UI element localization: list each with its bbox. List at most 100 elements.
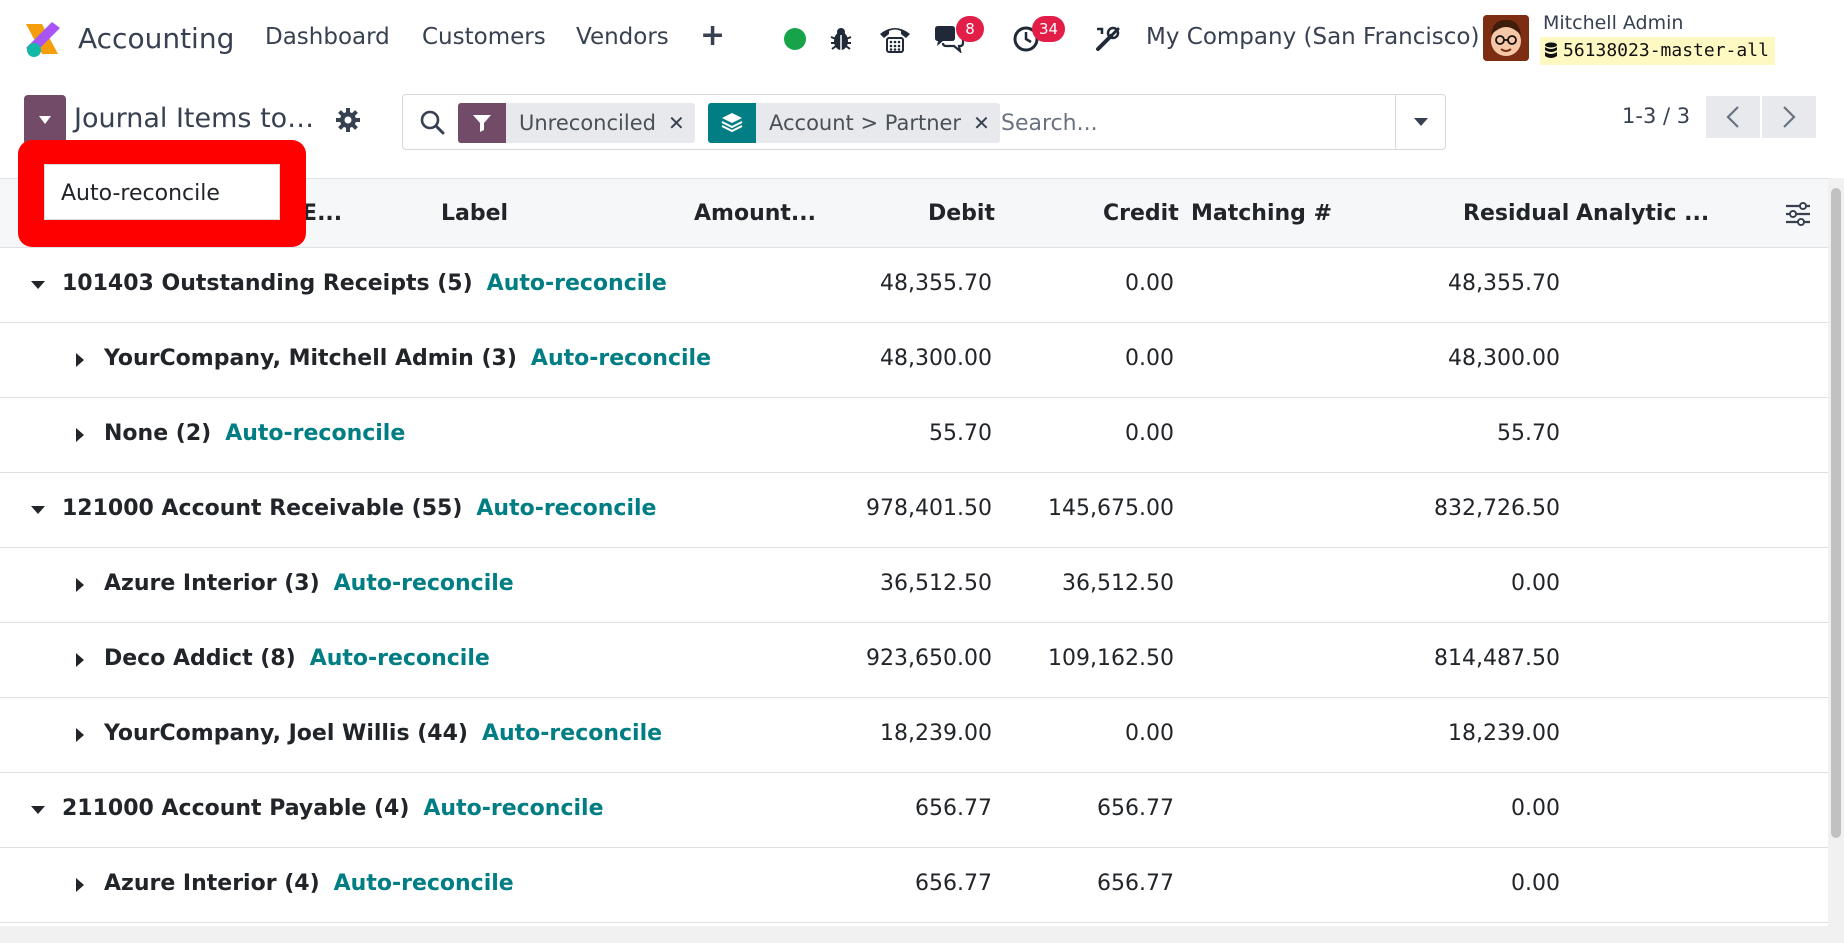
horizontal-scrollbar[interactable] — [0, 926, 1844, 943]
status-online-icon[interactable] — [780, 24, 810, 54]
caret-down-icon[interactable] — [30, 277, 46, 297]
group-row-partner[interactable]: Deco Addict (8) Auto-reconcile 923,650.00 1… — [0, 623, 1828, 698]
cell-credit: 0.00 — [1125, 271, 1174, 296]
group-label-wrap: Azure Interior (3) Auto-reconcile — [104, 571, 514, 596]
cell-debit: 978,401.50 — [866, 496, 992, 521]
search-icon[interactable] — [419, 109, 445, 139]
group-name: None (2) — [104, 421, 212, 446]
search-input[interactable] — [1001, 105, 1381, 141]
bug-icon[interactable] — [826, 24, 856, 54]
caret-right-icon[interactable] — [72, 352, 88, 372]
cell-debit: 48,355.70 — [880, 271, 992, 296]
menu-dashboard[interactable]: Dashboard — [265, 24, 390, 50]
chevron-left-icon — [1726, 106, 1739, 128]
search-options-toggle[interactable] — [1395, 95, 1445, 149]
filter-icon — [458, 103, 506, 143]
col-amount-currency[interactable]: Amount... — [694, 201, 816, 226]
group-row-partner[interactable]: YourCompany, Joel Willis (44) Auto-reconc… — [0, 698, 1828, 773]
pager-previous-button[interactable] — [1706, 96, 1760, 138]
facet-label: Account > Partner — [769, 111, 962, 135]
pager-next-button[interactable] — [1762, 96, 1816, 138]
group-label-wrap: YourCompany, Mitchell Admin (3) Auto-reco… — [104, 346, 711, 371]
cell-credit: 0.00 — [1125, 346, 1174, 371]
cell-credit: 0.00 — [1125, 421, 1174, 446]
auto-reconcile-button[interactable]: Auto-reconcile — [333, 871, 514, 896]
caret-right-icon[interactable] — [72, 652, 88, 672]
scrollbar-thumb[interactable] — [1831, 188, 1841, 838]
col-credit[interactable]: Credit — [1103, 201, 1179, 226]
facet-label: Unreconciled — [519, 111, 656, 135]
caret-right-icon[interactable] — [72, 427, 88, 447]
cell-residual: 0.00 — [1511, 871, 1560, 896]
group-name: Azure Interior (3) — [104, 571, 320, 596]
col-matching[interactable]: Matching # — [1191, 201, 1333, 226]
auto-reconcile-button[interactable]: Auto-reconcile — [481, 721, 663, 746]
menu-customers[interactable]: Customers — [422, 24, 546, 50]
accounting-app-icon[interactable] — [22, 20, 62, 58]
group-row-partner[interactable]: None (2) Auto-reconcile 55.70 0.00 55.70 — [0, 398, 1828, 473]
group-label-wrap: Deco Addict (8) Auto-reconcile — [104, 646, 490, 671]
company-switcher[interactable]: My Company (San Francisco) — [1146, 24, 1480, 50]
caret-down-icon[interactable] — [30, 502, 46, 522]
group-row-account[interactable]: 121000 Account Receivable (55) Auto-recon… — [0, 473, 1828, 548]
user-name[interactable]: Mitchell Admin — [1543, 12, 1684, 34]
auto-reconcile-menu-item[interactable]: Auto-reconcile — [61, 181, 220, 206]
group-label-wrap: None (2) Auto-reconcile — [104, 421, 405, 446]
cell-residual: 48,300.00 — [1448, 346, 1560, 371]
group-row-account[interactable]: 101403 Outstanding Receipts (5) Auto-reco… — [0, 248, 1828, 323]
group-row-partner[interactable]: Azure Interior (3) Auto-reconcile 36,512.5… — [0, 548, 1828, 623]
caret-right-icon[interactable] — [72, 877, 88, 897]
facet-unreconciled: Unreconciled ✕ — [458, 103, 695, 143]
group-row-account[interactable]: 211000 Account Payable (4) Auto-reconcile… — [0, 773, 1828, 848]
database-badge: 56138023-master-all — [1540, 37, 1775, 65]
phone-icon[interactable] — [877, 24, 913, 54]
col-debit[interactable]: Debit — [928, 201, 995, 226]
cell-residual: 814,487.50 — [1434, 646, 1560, 671]
gear-icon[interactable] — [336, 108, 360, 136]
caret-right-icon[interactable] — [72, 727, 88, 747]
close-icon[interactable]: ✕ — [667, 111, 685, 135]
auto-reconcile-button[interactable]: Auto-reconcile — [530, 346, 712, 371]
caret-down-icon — [39, 116, 51, 124]
auto-reconcile-button[interactable]: Auto-reconcile — [476, 496, 657, 521]
close-icon[interactable]: ✕ — [973, 111, 990, 135]
cell-residual: 55.70 — [1497, 421, 1560, 446]
cell-debit: 48,300.00 — [880, 346, 992, 371]
activity-count-badge: 34 — [1032, 16, 1066, 42]
cell-residual: 18,239.00 — [1448, 721, 1560, 746]
auto-reconcile-button[interactable]: Auto-reconcile — [309, 646, 490, 671]
caret-down-icon[interactable] — [30, 802, 46, 822]
auto-reconcile-button[interactable]: Auto-reconcile — [225, 421, 406, 446]
top-navbar: Accounting Dashboard Customers Vendors +… — [0, 0, 1844, 78]
app-name[interactable]: Accounting — [78, 22, 235, 55]
user-avatar[interactable] — [1483, 15, 1529, 61]
col-label[interactable]: Label — [441, 201, 509, 226]
cell-debit: 18,239.00 — [880, 721, 992, 746]
cell-residual: 832,726.50 — [1434, 496, 1560, 521]
breadcrumb-dropdown-toggle[interactable] — [24, 95, 66, 145]
tools-icon[interactable] — [1093, 24, 1123, 54]
group-name: 211000 Account Payable (4) — [62, 796, 410, 821]
auto-reconcile-button[interactable]: Auto-reconcile — [333, 571, 514, 596]
vertical-scrollbar[interactable] — [1828, 178, 1844, 926]
cell-debit: 36,512.50 — [880, 571, 992, 596]
group-label-wrap: Azure Interior (4) Auto-reconcile — [104, 871, 514, 896]
caret-down-icon — [1413, 118, 1428, 126]
plus-icon[interactable]: + — [700, 18, 726, 53]
group-label-wrap: YourCompany, Joel Willis (44) Auto-reconc… — [104, 721, 662, 746]
pager-value[interactable]: 1-3 / 3 — [1622, 104, 1691, 128]
menu-vendors[interactable]: Vendors — [576, 24, 669, 50]
caret-right-icon[interactable] — [72, 577, 88, 597]
cell-residual: 0.00 — [1511, 796, 1560, 821]
group-row-partner[interactable]: YourCompany, Mitchell Admin (3) Auto-reco… — [0, 323, 1828, 398]
column-options-icon[interactable] — [1784, 201, 1812, 231]
breadcrumb-title[interactable]: Journal Items to… — [74, 103, 315, 134]
auto-reconcile-button[interactable]: Auto-reconcile — [423, 796, 604, 821]
auto-reconcile-button[interactable]: Auto-reconcile — [486, 271, 667, 296]
search-bar: Unreconciled ✕ Account > Partner ✕ — [402, 94, 1446, 150]
col-residual[interactable]: Residual — [1463, 201, 1570, 226]
group-name: Azure Interior (4) — [104, 871, 320, 896]
group-row-partner[interactable]: Azure Interior (4) Auto-reconcile 656.77 65… — [0, 848, 1828, 923]
cell-debit: 656.77 — [915, 796, 992, 821]
col-analytic[interactable]: Analytic ... — [1576, 201, 1710, 226]
